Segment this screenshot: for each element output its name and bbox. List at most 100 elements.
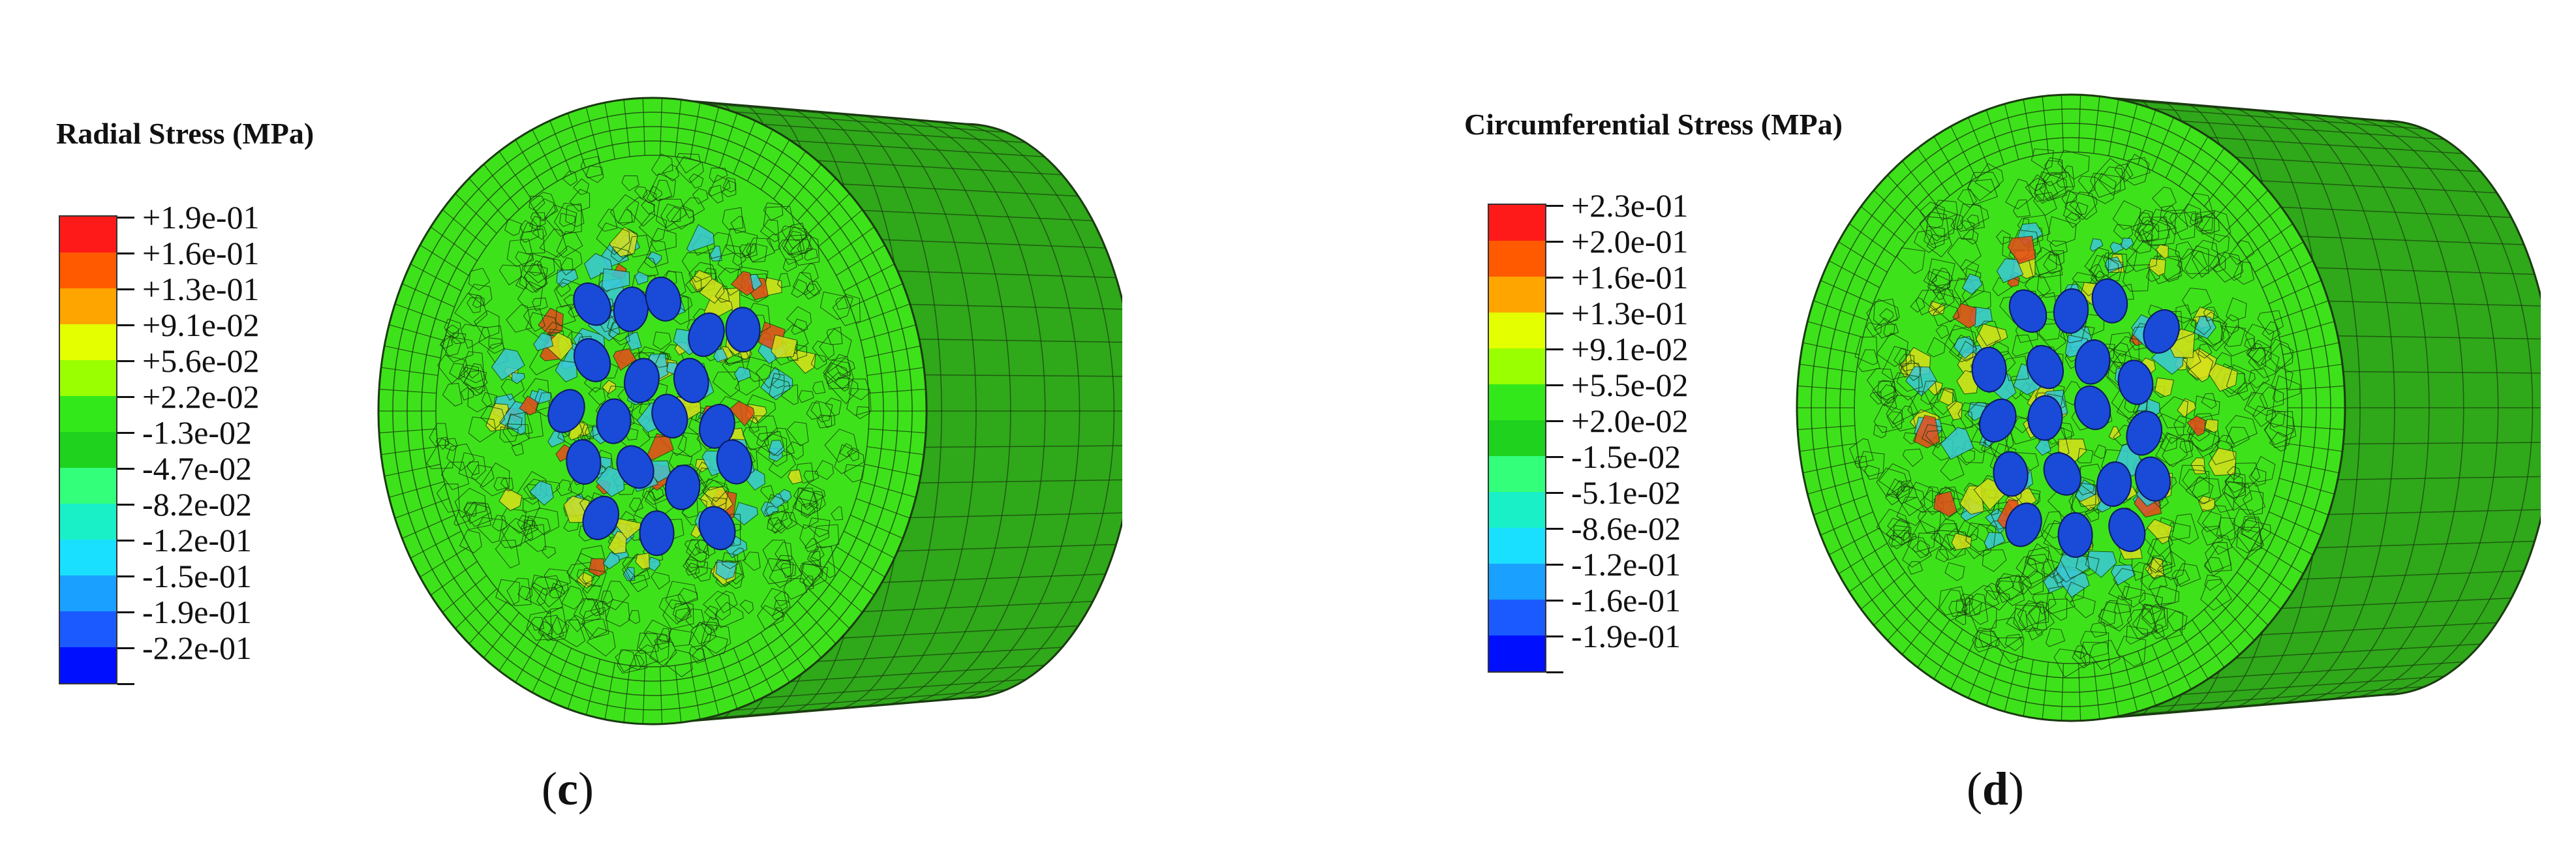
legend-tick-label: +5.5e-02 (1571, 367, 1689, 403)
legend-swatch (60, 288, 116, 324)
inclusion-particle (725, 307, 761, 353)
legend-tick-label: +1.3e-01 (142, 271, 260, 307)
legend-tick-label: -1.2e-01 (1571, 546, 1681, 583)
legend-tick-label: -8.2e-02 (142, 486, 252, 523)
inclusion-particle (645, 276, 682, 322)
legend-tick (117, 611, 134, 613)
legend-tick-label: +1.3e-01 (1571, 295, 1689, 331)
legend-swatch (60, 504, 116, 540)
inclusion-particle (2053, 288, 2089, 334)
legend-tick-label: +2.2e-02 (142, 378, 260, 415)
legend-tick (117, 288, 134, 290)
legend-tick-label: -1.9e-01 (1571, 618, 1681, 654)
legend-tick-label: -8.6e-02 (1571, 510, 1681, 547)
inclusion-particle (613, 286, 649, 332)
panel-c: Radial Stress (MPa) +1.9e-01 +1.6e-01 +1.3… (56, 97, 1122, 816)
legend-tick (117, 647, 134, 649)
legend-title-c: Radial Stress (MPa) (56, 117, 314, 150)
inclusion-particle (2143, 309, 2180, 354)
legend-tick (117, 504, 134, 506)
inclusion-particle (2091, 278, 2128, 324)
inclusion-particle (1971, 346, 2007, 393)
legend-swatch (60, 611, 116, 647)
legend-tick-label: -1.9e-01 (142, 594, 252, 630)
inclusion-particle (624, 358, 660, 403)
legend-tick-label: +2.0e-01 (1571, 223, 1689, 260)
caption-d: (d) (1967, 762, 2024, 816)
legend-swatch (60, 540, 116, 575)
legend-tick-label: -5.1e-02 (1571, 474, 1681, 511)
legend-swatch (1489, 492, 1545, 528)
legend-swatch (1489, 564, 1545, 600)
inclusion-particle (2005, 502, 2042, 547)
legend-tick (1546, 241, 1563, 243)
legend-tick (1546, 277, 1563, 279)
legend-tick (117, 360, 134, 362)
legend-tick (117, 324, 134, 326)
inclusion-particle (2074, 339, 2111, 385)
legend-swatch (1489, 420, 1545, 456)
legend-tick (1546, 564, 1563, 566)
panel-d: Circumferential Stress (MPa) +2.3e-01 +2.… (1288, 0, 2576, 856)
inclusion-particle (2134, 456, 2171, 502)
inclusion-particle (2117, 359, 2154, 405)
inclusion-particle (2026, 344, 2064, 390)
inclusion-particle (582, 495, 620, 540)
legend-tick (1546, 635, 1563, 637)
inclusion-particle (547, 389, 585, 433)
legend-swatch (60, 252, 116, 288)
legend-swatch (60, 324, 116, 360)
legend-tick-label: -1.2e-01 (142, 522, 252, 558)
inclusion-particle (716, 439, 753, 485)
legend-swatch (1489, 384, 1545, 420)
legend-swatch (60, 575, 116, 611)
legend-tick-label: +1.9e-01 (142, 199, 260, 236)
inclusion-particle (698, 506, 736, 551)
inclusion-particle (699, 404, 735, 449)
legend-swatch (1489, 528, 1545, 564)
caption-c: (c) (542, 762, 594, 816)
inclusion-particle (2027, 395, 2063, 441)
legend-tick (117, 252, 134, 254)
cylinder-mesh-model-d (1796, 93, 2541, 722)
legend-swatch (1489, 241, 1545, 277)
legend-swatch (1489, 348, 1545, 384)
legend-tick-label: +5.6e-02 (142, 343, 260, 379)
legend-swatch (1489, 600, 1545, 635)
legend-tick (1546, 205, 1563, 207)
legend-tick (1546, 420, 1563, 422)
caption-close-d: ) (2008, 763, 2025, 815)
legend-tick (117, 432, 134, 434)
inclusion-particle (673, 358, 709, 403)
inclusion-particle (2008, 289, 2047, 333)
caption-open-d: ( (1967, 763, 1982, 815)
legend-tick (117, 683, 134, 685)
inclusion-particle (2108, 508, 2146, 553)
legend-swatch (1489, 456, 1545, 492)
legend-tick-label: -1.5e-01 (142, 558, 252, 594)
inclusion-particle (616, 445, 654, 489)
inclusion-particle (566, 439, 602, 485)
caption-letter-c: c (557, 763, 578, 815)
inclusion-particle (651, 393, 688, 438)
legend-tick-label: -1.5e-02 (1571, 438, 1681, 475)
legend-tick (1546, 456, 1563, 458)
legend-tick (117, 217, 134, 219)
legend-tick (1546, 671, 1563, 673)
inclusion-particle (1993, 451, 2029, 497)
inclusion-particle (574, 338, 611, 382)
legend-tick (1546, 384, 1563, 386)
legend-tick (1546, 528, 1563, 530)
legend-tick-label: +1.6e-01 (1571, 259, 1689, 296)
legend-tick (1546, 313, 1563, 314)
caption-close-c: ) (577, 763, 594, 815)
inclusion-particle (2043, 452, 2081, 496)
legend-title-d: Circumferential Stress (MPa) (1464, 108, 1843, 141)
legend-tick-label: +2.0e-02 (1571, 403, 1689, 439)
legend-tick-label: +9.1e-02 (1571, 331, 1689, 367)
inclusion-particle (688, 312, 725, 358)
legend-tick (117, 540, 134, 542)
legend-swatch (60, 647, 116, 683)
inclusion-particle (2096, 461, 2132, 507)
inclusion-particle (665, 465, 701, 510)
